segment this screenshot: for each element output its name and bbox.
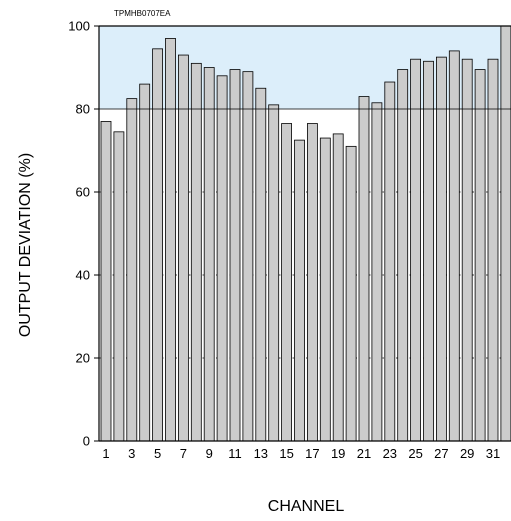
bar-channel-1 xyxy=(100,121,112,442)
bar-channel-15 xyxy=(281,123,293,442)
y-tick-label: 0 xyxy=(83,434,90,449)
bar-channel-31 xyxy=(487,58,499,442)
x-tick-label: 7 xyxy=(180,446,187,461)
x-tick-label: 13 xyxy=(254,446,268,461)
bar-channel-16 xyxy=(294,139,305,442)
y-tick-label: 40 xyxy=(76,268,90,283)
x-tick-label: 11 xyxy=(228,446,242,461)
x-tick-label: 25 xyxy=(408,446,422,461)
bar-channel-4 xyxy=(139,83,151,442)
bar-channel-27 xyxy=(435,56,447,442)
bar-channel-12 xyxy=(242,71,254,442)
x-tick-label: 23 xyxy=(383,446,397,461)
bar-channel-23 xyxy=(384,81,396,442)
bar-channel-2 xyxy=(113,131,125,442)
x-tick-label: 31 xyxy=(486,446,500,461)
x-tick-label: 9 xyxy=(206,446,213,461)
x-tick-label: 29 xyxy=(460,446,474,461)
bar-channel-24 xyxy=(397,69,409,442)
bar-channel-32 xyxy=(500,25,511,442)
y-tick-label: 100 xyxy=(68,19,90,34)
bar-channel-9 xyxy=(203,67,215,442)
x-axis-title: CHANNEL xyxy=(268,498,345,515)
x-tick-label: 15 xyxy=(279,446,293,461)
bar-channel-10 xyxy=(216,75,228,442)
bar-channel-3 xyxy=(126,98,138,442)
bar-channel-26 xyxy=(423,60,434,442)
bar-channel-17 xyxy=(306,123,318,442)
x-tick-label: 17 xyxy=(305,446,319,461)
bar-channel-29 xyxy=(461,58,473,442)
x-tick-label: 3 xyxy=(128,446,135,461)
y-tick-labels: 0 20 40 60 80 100 xyxy=(68,19,90,449)
bar-channel-13 xyxy=(255,87,267,442)
bar-channel-7 xyxy=(177,54,189,442)
x-tick-label: 27 xyxy=(434,446,448,461)
bar-channel-19 xyxy=(332,133,344,442)
y-tick-label: 80 xyxy=(76,102,90,117)
x-tick-label: 1 xyxy=(102,446,109,461)
x-tick-label: 5 xyxy=(154,446,161,461)
bar-channel-14 xyxy=(268,104,280,442)
bar-layer xyxy=(100,25,511,442)
x-tick-label: 21 xyxy=(357,446,371,461)
bar-channel-25 xyxy=(410,58,422,442)
bar-channel-20 xyxy=(345,145,357,442)
bar-channel-11 xyxy=(229,69,241,442)
axis-layer xyxy=(94,25,511,442)
bar-channel-28 xyxy=(448,50,460,442)
bar-channel-18 xyxy=(319,137,331,442)
bar-channel-21 xyxy=(358,96,370,442)
bar-channel-6 xyxy=(165,38,176,442)
x-tick-labels: 1 3 5 7 9 11 13 15 17 19 21 23 25 27 29 31 xyxy=(102,446,500,461)
figure-code: TPMHB0707EA xyxy=(114,9,171,18)
bar-channel-8 xyxy=(190,62,202,442)
y-tick-label: 20 xyxy=(76,351,90,366)
bar-channel-30 xyxy=(474,69,486,442)
bar-channel-22 xyxy=(371,102,383,442)
y-axis-title: OUTPUT DEVIATION (%) xyxy=(17,153,34,337)
y-tick-label: 60 xyxy=(76,185,90,200)
bar-channel-5 xyxy=(152,48,164,442)
x-tick-label: 19 xyxy=(331,446,345,461)
